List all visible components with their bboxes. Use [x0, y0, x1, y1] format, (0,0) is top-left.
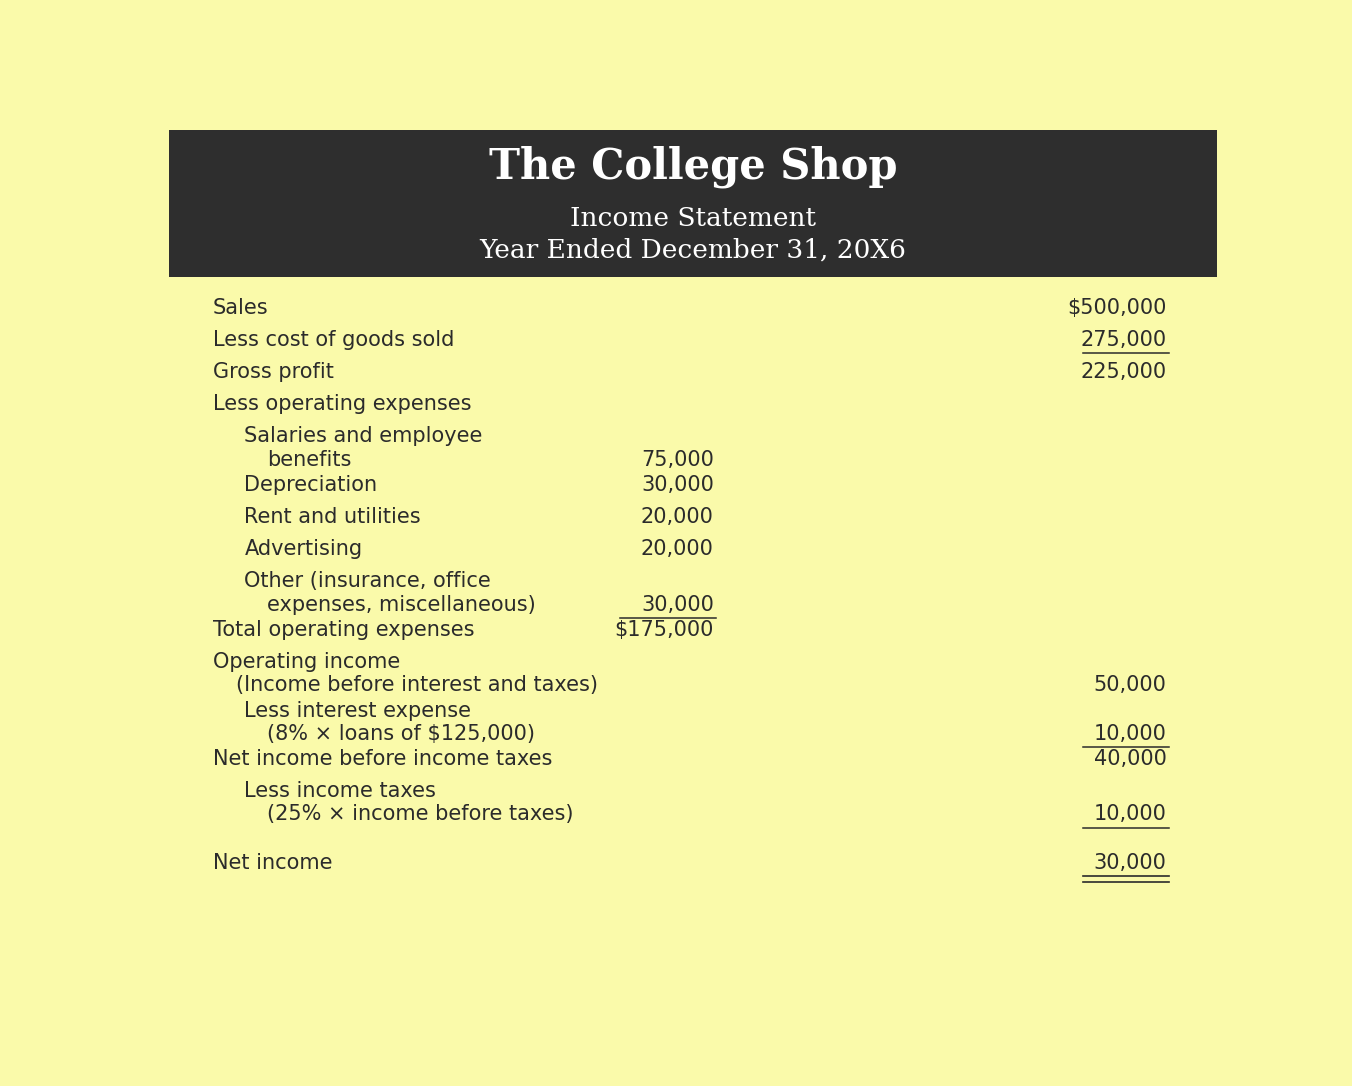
Text: 75,000: 75,000: [641, 450, 714, 469]
Text: Salaries and employee: Salaries and employee: [245, 427, 483, 446]
Text: Less operating expenses: Less operating expenses: [214, 394, 472, 414]
Text: Other (insurance, office: Other (insurance, office: [245, 571, 491, 592]
Text: Net income before income taxes: Net income before income taxes: [214, 749, 553, 769]
Text: Sales: Sales: [214, 298, 269, 317]
Text: Net income: Net income: [214, 854, 333, 873]
Text: Gross profit: Gross profit: [214, 362, 334, 382]
Text: (25% × income before taxes): (25% × income before taxes): [268, 805, 575, 824]
Text: Less income taxes: Less income taxes: [245, 781, 437, 801]
Text: Less interest expense: Less interest expense: [245, 700, 472, 721]
Bar: [169, 130, 1217, 277]
Text: 10,000: 10,000: [1094, 805, 1167, 824]
Text: 20,000: 20,000: [641, 540, 714, 559]
Text: benefits: benefits: [268, 450, 352, 469]
Text: (Income before interest and taxes): (Income before interest and taxes): [237, 675, 598, 695]
Text: expenses, miscellaneous): expenses, miscellaneous): [268, 595, 537, 615]
Text: 30,000: 30,000: [641, 595, 714, 615]
Text: The College Shop: The College Shop: [488, 146, 898, 188]
Text: 225,000: 225,000: [1080, 362, 1167, 382]
Text: Depreciation: Depreciation: [245, 475, 377, 495]
Text: 30,000: 30,000: [1094, 854, 1167, 873]
Text: Year Ended December 31, 20X6: Year Ended December 31, 20X6: [480, 238, 906, 263]
Text: $175,000: $175,000: [614, 620, 714, 640]
Text: $500,000: $500,000: [1067, 298, 1167, 317]
Text: Rent and utilities: Rent and utilities: [245, 507, 420, 527]
Text: Total operating expenses: Total operating expenses: [214, 620, 475, 640]
Text: 10,000: 10,000: [1094, 723, 1167, 744]
Text: Less cost of goods sold: Less cost of goods sold: [214, 330, 454, 350]
Text: Income Statement: Income Statement: [571, 205, 815, 230]
Text: 30,000: 30,000: [641, 475, 714, 495]
Text: 40,000: 40,000: [1094, 749, 1167, 769]
Text: Operating income: Operating income: [214, 652, 400, 672]
Text: 50,000: 50,000: [1094, 675, 1167, 695]
Text: 20,000: 20,000: [641, 507, 714, 527]
Text: 275,000: 275,000: [1080, 330, 1167, 350]
Text: Advertising: Advertising: [245, 540, 362, 559]
Text: (8% × loans of $125,000): (8% × loans of $125,000): [268, 723, 535, 744]
